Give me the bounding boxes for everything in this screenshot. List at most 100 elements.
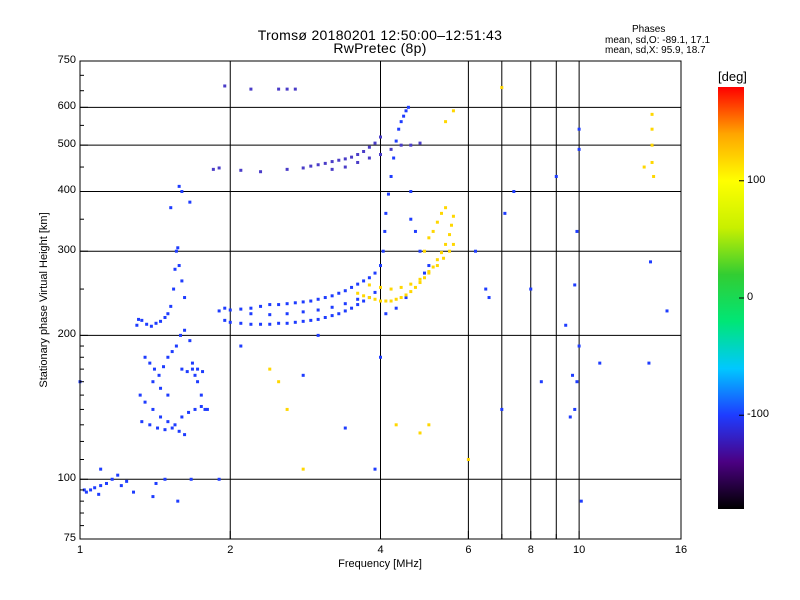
data-point — [285, 312, 289, 316]
data-point — [199, 393, 203, 397]
data-point — [277, 303, 281, 307]
data-point — [93, 486, 97, 490]
data-point — [577, 147, 581, 151]
data-point — [203, 407, 207, 411]
data-point — [330, 160, 334, 164]
data-point — [189, 477, 193, 481]
data-point — [169, 206, 173, 210]
y-tick-label: 75 — [63, 532, 76, 544]
data-point — [330, 314, 334, 318]
data-point — [500, 407, 504, 411]
data-point — [166, 420, 170, 424]
data-point — [205, 407, 209, 411]
data-point — [384, 299, 388, 303]
data-point — [539, 380, 543, 384]
data-point — [444, 206, 448, 210]
data-point — [389, 147, 393, 151]
colorbar-tick-label: 100 — [747, 173, 766, 186]
data-point — [137, 317, 141, 321]
data-point — [190, 361, 194, 365]
data-point — [159, 415, 163, 419]
stats-x-mode: mean, sd,X: 95.9, 18.7 — [605, 45, 706, 56]
data-point — [143, 355, 147, 359]
data-point — [201, 370, 205, 374]
y-tick-label: 500 — [57, 138, 76, 151]
data-point — [177, 429, 181, 433]
x-tick-label: 8 — [527, 544, 534, 556]
data-point — [343, 157, 347, 161]
data-point — [166, 393, 170, 397]
data-point — [356, 303, 360, 307]
data-point — [394, 423, 398, 427]
data-point — [394, 297, 398, 301]
data-point — [228, 308, 232, 312]
data-point — [268, 303, 272, 307]
data-point — [277, 380, 281, 384]
data-point — [386, 192, 390, 196]
data-point — [277, 321, 281, 325]
data-point — [350, 155, 354, 159]
x-tick-label: 4 — [377, 544, 384, 556]
data-point — [431, 265, 435, 269]
data-point — [397, 127, 401, 131]
data-point — [180, 367, 184, 371]
data-point — [301, 373, 305, 377]
data-point — [163, 428, 167, 432]
data-point — [249, 312, 253, 316]
data-point — [149, 324, 153, 328]
data-point — [170, 426, 174, 430]
data-point — [301, 467, 305, 471]
data-point — [373, 297, 377, 301]
data-point — [316, 317, 320, 321]
data-point — [249, 87, 253, 91]
data-point — [249, 322, 253, 326]
data-point — [285, 321, 289, 325]
data-point — [99, 467, 103, 471]
data-point — [362, 294, 366, 298]
data-point — [259, 170, 263, 174]
data-point — [154, 481, 158, 485]
data-point — [145, 322, 149, 326]
y-tick-label: 200 — [57, 328, 76, 341]
data-point — [166, 312, 170, 316]
data-point — [217, 477, 221, 481]
data-point — [422, 276, 426, 280]
data-point — [185, 370, 189, 374]
data-point — [125, 479, 129, 483]
data-point — [152, 367, 156, 371]
data-point — [356, 160, 360, 164]
data-point — [399, 296, 403, 300]
data-point — [116, 473, 120, 477]
data-point — [577, 127, 581, 131]
data-point — [367, 283, 371, 287]
data-point — [183, 328, 187, 332]
data-point — [148, 423, 152, 427]
data-point — [169, 304, 173, 308]
data-point — [217, 309, 221, 313]
data-point — [337, 291, 341, 295]
data-point — [373, 467, 377, 471]
data-point — [650, 112, 654, 116]
data-point — [174, 344, 178, 348]
data-point — [652, 174, 656, 178]
data-point — [293, 301, 297, 305]
data-point — [151, 380, 155, 384]
data-point — [173, 267, 177, 271]
colorbar-tick-label: 0 — [747, 291, 754, 303]
data-point — [163, 477, 167, 481]
x-tick-label: 2 — [227, 544, 234, 556]
data-point — [649, 260, 653, 264]
data-point — [177, 184, 181, 188]
data-point — [389, 174, 393, 178]
data-point — [193, 373, 197, 377]
data-point — [301, 300, 305, 304]
data-point — [337, 158, 341, 162]
data-point — [156, 426, 160, 430]
data-point — [650, 160, 654, 164]
data-point — [99, 484, 103, 488]
data-point — [151, 407, 155, 411]
data-point — [487, 296, 491, 300]
data-point — [337, 312, 341, 316]
data-point — [293, 320, 297, 324]
